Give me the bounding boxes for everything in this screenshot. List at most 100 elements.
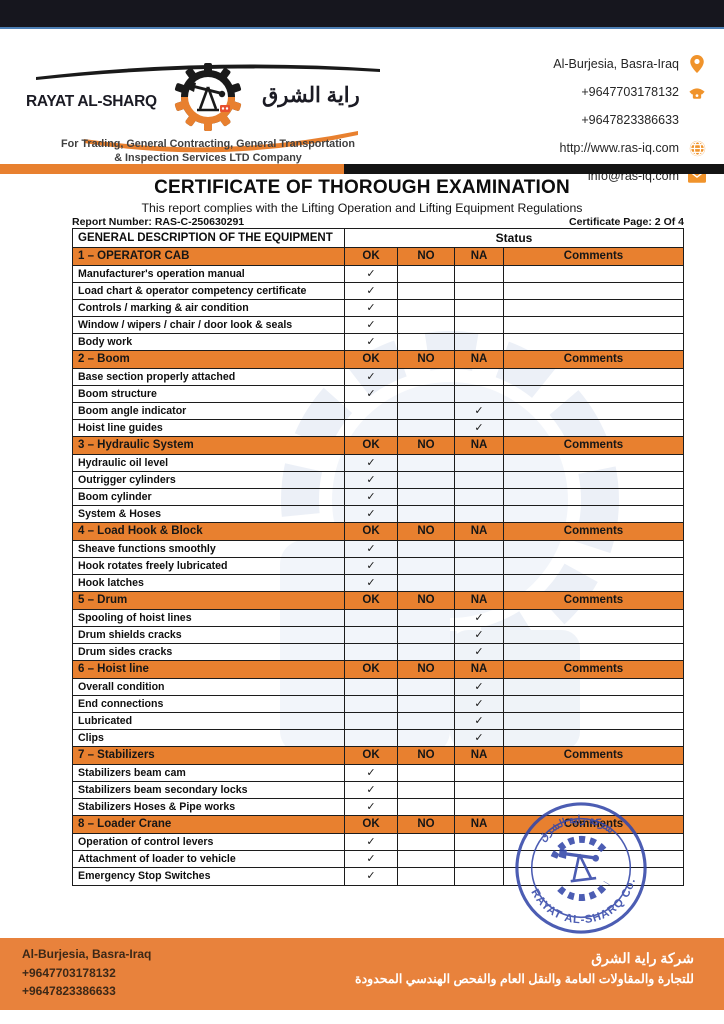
ok-cell (344, 420, 397, 436)
table-main-header-row: GENERAL DESCRIPTION OF THE EQUIPMENT Sta… (73, 229, 683, 248)
checklist-row: End connections ✓ (73, 696, 683, 713)
phone2-text: +9647823386633 (581, 113, 679, 127)
checklist-row: Base section properly attached ✓ (73, 369, 683, 386)
na-cell: ✓ (454, 679, 503, 695)
comments-cell (503, 369, 683, 385)
checklist-item-label: Boom structure (78, 388, 157, 400)
website-text: http://www.ras-iq.com (559, 141, 679, 155)
checklist-row: Stabilizers Hoses & Pipe works ✓ (73, 799, 683, 816)
comments-cell (503, 403, 683, 419)
no-cell (397, 300, 454, 316)
na-cell (454, 334, 503, 350)
no-cell (397, 782, 454, 798)
checklist-item-label: Base section properly attached (78, 371, 236, 383)
na-cell (454, 489, 503, 505)
checklist-row: Emergency Stop Switches ✓ (73, 868, 683, 885)
footer-description-arabic: للتجارة والمقاولات العامة والنقل العام و… (355, 972, 694, 986)
checklist-row: Outrigger cylinders ✓ (73, 472, 683, 489)
footer-contact-block: Al-Burjesia, Basra-Iraq +9647703178132 +… (22, 945, 151, 1001)
no-cell (397, 851, 454, 867)
company-name-arabic: راية الشرق (262, 84, 360, 107)
comments-cell (503, 782, 683, 798)
checklist-item-label: Hook latches (78, 577, 144, 589)
column-header-no: NO (397, 437, 454, 454)
comments-cell (503, 541, 683, 557)
no-cell (397, 868, 454, 885)
certificate-page-number: Certificate Page: 2 Of 4 (569, 216, 684, 228)
checklist-row: Drum shields cracks ✓ (73, 627, 683, 644)
ok-cell (344, 627, 397, 643)
ok-cell (344, 713, 397, 729)
comments-cell (503, 765, 683, 781)
no-cell (397, 420, 454, 436)
checklist-item-label: Boom cylinder (78, 491, 152, 503)
checklist-item-label: Operation of control levers (78, 836, 214, 848)
ok-cell: ✓ (344, 283, 397, 299)
section-title: 7 – Stabilizers (78, 749, 155, 761)
section-title: 3 – Hydraulic System (78, 439, 194, 451)
checklist-item-label: Controls / marking & air condition (78, 302, 249, 314)
column-header-na: NA (454, 661, 503, 678)
ok-cell: ✓ (344, 799, 397, 815)
comments-cell (503, 283, 683, 299)
checklist-row: Attachment of loader to vehicle ✓ (73, 851, 683, 868)
checklist-item-label: Attachment of loader to vehicle (78, 853, 236, 865)
ok-cell: ✓ (344, 765, 397, 781)
checklist-item-label: Body work (78, 336, 133, 348)
comments-cell (503, 506, 683, 522)
comments-cell (503, 799, 683, 815)
column-header-ok: OK (344, 351, 397, 368)
na-cell (454, 541, 503, 557)
report-info-line: Report Number: RAS-C-250630291 Certifica… (72, 216, 684, 228)
column-header-ok: OK (344, 816, 397, 833)
checklist-row: Stabilizers beam secondary locks ✓ (73, 782, 683, 799)
ok-cell: ✓ (344, 541, 397, 557)
section-title: 5 – Drum (78, 594, 128, 606)
company-logo: RAYAT AL-SHARQ راية الشرق For Trading, G… (26, 35, 390, 165)
ok-cell: ✓ (344, 334, 397, 350)
comments-cell (503, 679, 683, 695)
checklist-row: Manufacturer's operation manual ✓ (73, 266, 683, 283)
checklist-row: Sheave functions smoothly ✓ (73, 541, 683, 558)
column-header-no: NO (397, 523, 454, 540)
ok-cell: ✓ (344, 300, 397, 316)
na-cell (454, 834, 503, 850)
ok-cell: ✓ (344, 386, 397, 402)
inspection-table-body: 1 – OPERATOR CAB OK NO NA Comments Manufactur… (73, 248, 683, 885)
na-cell: ✓ (454, 403, 503, 419)
na-cell (454, 369, 503, 385)
section-header-row: 1 – OPERATOR CAB OK NO NA Comments (73, 248, 683, 266)
no-cell (397, 455, 454, 471)
no-icon-spacer (688, 111, 706, 129)
comments-cell (503, 489, 683, 505)
globe-icon (688, 139, 706, 157)
column-header-na: NA (454, 351, 503, 368)
ok-cell (344, 610, 397, 626)
section-header-row: 7 – Stabilizers OK NO NA Comments (73, 747, 683, 765)
footer-company-arabic: شركة راية الشرق (591, 950, 694, 966)
checklist-item-label: Manufacturer's operation manual (78, 268, 245, 280)
column-header-comments: Comments (503, 248, 683, 265)
checklist-row: Operation of control levers ✓ (73, 834, 683, 851)
no-cell (397, 334, 454, 350)
column-header-comments: Comments (503, 747, 683, 764)
comments-cell (503, 300, 683, 316)
checklist-row: Hook latches ✓ (73, 575, 683, 592)
column-header-no: NO (397, 747, 454, 764)
ok-cell: ✓ (344, 506, 397, 522)
na-cell (454, 506, 503, 522)
ok-cell (344, 679, 397, 695)
footer-phone-2: +9647823386633 (22, 984, 116, 998)
na-cell: ✓ (454, 420, 503, 436)
na-cell: ✓ (454, 730, 503, 746)
checklist-item-label: System & Hoses (78, 508, 162, 520)
footer-band: Al-Burjesia, Basra-Iraq +9647703178132 +… (0, 938, 724, 1010)
no-cell (397, 369, 454, 385)
column-header-na: NA (454, 747, 503, 764)
checklist-row: Body work ✓ (73, 334, 683, 351)
footer-address: Al-Burjesia, Basra-Iraq (22, 947, 152, 961)
section-title: 8 – Loader Crane (78, 818, 172, 830)
na-cell (454, 868, 503, 885)
description-header: GENERAL DESCRIPTION OF THE EQUIPMENT (78, 232, 333, 244)
